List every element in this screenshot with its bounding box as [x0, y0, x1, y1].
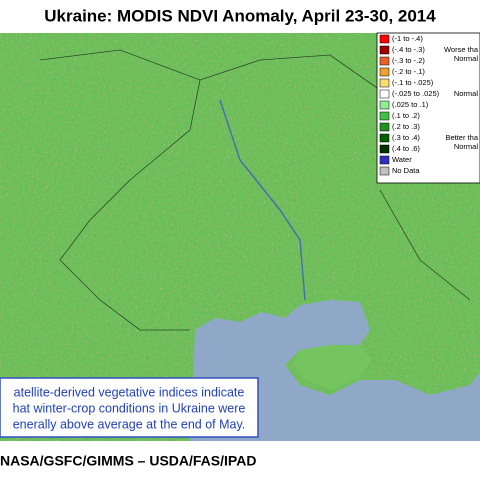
legend-swatch	[379, 45, 390, 55]
caption-line: hat winter-crop conditions in Ukraine we…	[13, 401, 246, 415]
caption-line: atellite-derived vegetative indices indi…	[14, 385, 245, 399]
legend-label: (-.2 to -.1)	[392, 67, 425, 76]
legend-label: (-.025 to .025)	[392, 89, 440, 98]
legend-group-label: Normal	[454, 54, 479, 63]
legend-box	[376, 32, 480, 184]
legend-label: (-.1 to -.025)	[392, 78, 434, 87]
legend-label: (.2 to .3)	[392, 122, 420, 131]
legend-swatch	[379, 166, 390, 176]
legend-swatch	[379, 34, 390, 44]
legend: (-1 to -.4) (-.4 to -.3) (-.3 to -.2) (-.2 …	[376, 32, 480, 184]
borders	[39, 49, 471, 331]
legend-label: (-.4 to -.3)	[392, 45, 425, 54]
legend-swatch	[379, 144, 390, 154]
credit: NASA/GSFC/GIMMS – USDA/FAS/IPAD	[0, 453, 256, 469]
legend-swatch	[379, 78, 390, 88]
legend-swatch	[379, 122, 390, 132]
legend-swatch	[379, 155, 390, 165]
legend-label: (.025 to .1)	[392, 100, 429, 109]
legend-label: Water	[392, 155, 412, 164]
legend-swatch	[379, 56, 390, 66]
legend-swatch	[379, 100, 390, 110]
legend-label: No Data	[392, 166, 420, 175]
legend-swatch	[379, 111, 390, 121]
title: Ukraine: MODIS NDVI Anomaly, April 23-30…	[44, 6, 436, 25]
legend-label: (-.3 to -.2)	[392, 56, 425, 65]
legend-label: (.3 to .4)	[392, 133, 420, 142]
legend-label: (.4 to .6)	[392, 144, 420, 153]
legend-label: (-1 to -.4)	[392, 34, 423, 43]
caption-box	[0, 377, 259, 438]
caption: atellite-derived vegetative indices indi…	[13, 385, 246, 431]
caption-line: enerally above average at the end of May…	[13, 417, 246, 431]
legend-swatch	[379, 89, 390, 99]
legend-swatch	[379, 133, 390, 143]
legend-label: (.1 to .2)	[392, 111, 420, 120]
legend-swatch	[379, 67, 390, 77]
sea	[190, 300, 480, 441]
legend-group-label: Normal	[454, 142, 479, 151]
legend-group-label: Worse tha	[444, 45, 479, 54]
legend-group-label: Normal	[454, 89, 479, 98]
crimea	[292, 345, 372, 390]
legend-group-label: Better tha	[445, 133, 478, 142]
river	[219, 99, 306, 301]
